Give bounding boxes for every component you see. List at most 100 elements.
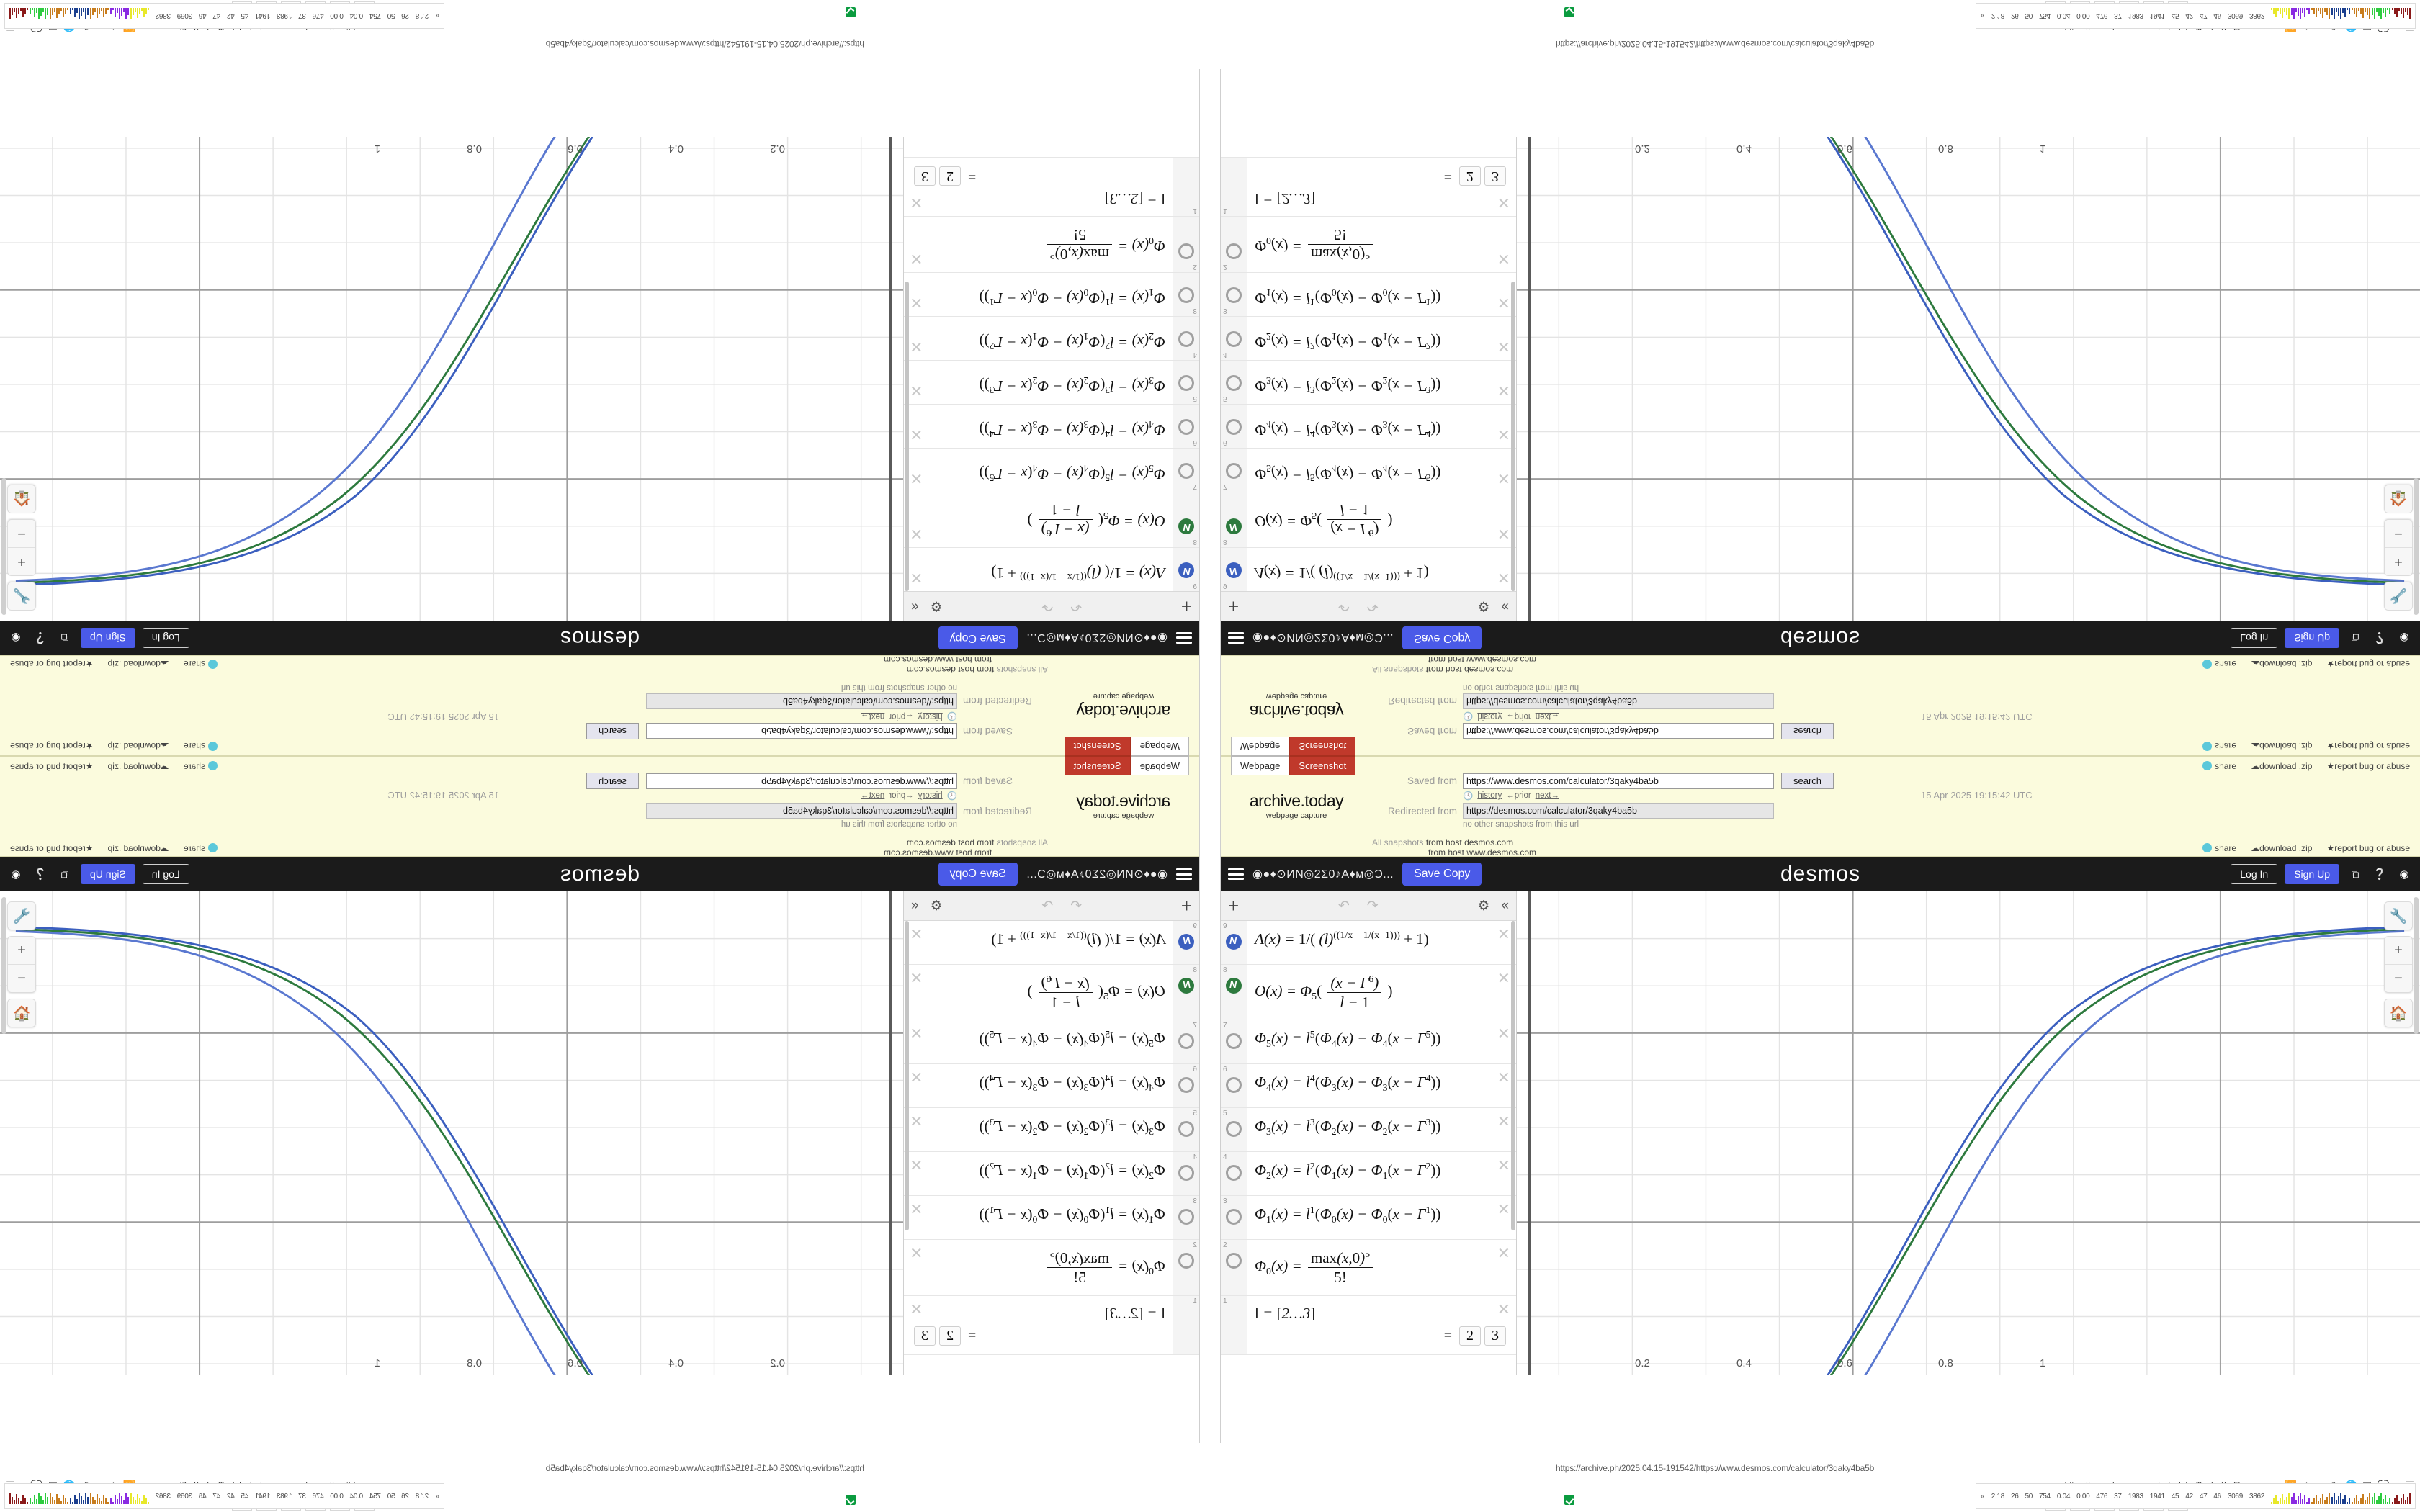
archive-search-button[interactable]: search: [586, 723, 639, 739]
hamburger-icon[interactable]: [1228, 868, 1244, 880]
archive-report-bottom[interactable]: ★report bug or abuse: [10, 659, 94, 669]
expression-content[interactable]: Φ2(x) = l2(Φ1(x) − Φ1(x − Γ2)) ✕: [1247, 1152, 1516, 1195]
desmos-graph-title[interactable]: ◉●♦⊙ИN◎2Σ0♪А♦м◎Ɔ...: [1026, 868, 1168, 881]
expression-row[interactable]: 7 Φ5(x) = l5(Φ4(x) − Φ4(x − Γ5)) ✕: [1221, 447, 1516, 492]
close-icon[interactable]: ✕: [1497, 1300, 1510, 1318]
expression-row[interactable]: 7 Φ5(x) = l5(Φ4(x) − Φ4(x − Γ5)) ✕: [1221, 1020, 1516, 1065]
expression-list[interactable]: 9A(x) = 1/( (l)((1/x + 1/(x−1))) + 1)✕8O…: [1221, 137, 1516, 591]
archive-download-top[interactable]: ☁download .zip: [107, 761, 169, 771]
home-icon[interactable]: 🏠: [2385, 999, 2412, 1027]
archive-host-2[interactable]: from host www.desmos.com: [883, 847, 992, 858]
expression-list[interactable]: 9A(x) = 1/( (l)((1/x + 1/(x−1))) + 1)✕8O…: [904, 137, 1199, 591]
expression-content[interactable]: Φ0(x) = max(x,0)5 5! ✕: [904, 217, 1173, 271]
log-in-button[interactable]: Log In: [2231, 864, 2278, 884]
archive-report-bottom[interactable]: ★report bug or abuse: [2326, 659, 2410, 669]
share-icon[interactable]: ⧉: [2351, 631, 2360, 644]
redo-icon[interactable]: ↷: [1041, 898, 1054, 914]
zoom-out-button[interactable]: −: [2385, 964, 2412, 992]
hamburger-icon[interactable]: [1176, 868, 1192, 880]
expression-color-toggle[interactable]: [1226, 562, 1242, 578]
close-icon[interactable]: ✕: [1497, 525, 1510, 543]
close-icon[interactable]: ✕: [1497, 1200, 1510, 1219]
close-icon[interactable]: ✕: [1497, 425, 1510, 444]
expression-color-toggle[interactable]: [1226, 418, 1242, 435]
archive-tab-screenshot[interactable]: Screenshot: [1289, 737, 1356, 756]
expression-color-toggle[interactable]: [1226, 1033, 1242, 1050]
redo-icon[interactable]: ↷: [1366, 598, 1379, 614]
close-icon[interactable]: ✕: [1497, 381, 1510, 400]
system-monitor-applet[interactable]: « 2.18 26 50 754 0.04 0.00 476 37 1983 1…: [1976, 1483, 2416, 1509]
wrench-icon[interactable]: 🔧: [8, 902, 35, 930]
archive-share-top[interactable]: share: [184, 741, 218, 751]
expression-content[interactable]: O(x) = Φ5( (x − Γ6) l − 1 ) ✕: [904, 492, 1173, 547]
archive-next-link[interactable]: next→: [861, 712, 885, 721]
help-icon[interactable]: ❔: [33, 631, 48, 644]
help-icon[interactable]: ❔: [2372, 868, 2387, 881]
zoom-out-button[interactable]: −: [8, 964, 35, 992]
wrench-icon[interactable]: 🔧: [8, 582, 35, 610]
expression-color-toggle[interactable]: [1226, 462, 1242, 479]
archive-share-bottom[interactable]: share: [2202, 659, 2236, 669]
archive-tab-screenshot[interactable]: Screenshot: [1064, 737, 1131, 756]
expression-content[interactable]: Φ3(x) = l3(Φ2(x) − Φ2(x − Γ3)) ✕: [1247, 361, 1516, 404]
expression-row[interactable]: 2 Φ0(x) = max(x,0)5 5! ✕: [1221, 1240, 1516, 1296]
expression-scrollbar[interactable]: [905, 282, 909, 591]
desmos-graph-title[interactable]: ◉●♦⊙ИN◎2Σ0♪А♦м◎Ɔ...: [1252, 631, 1394, 644]
close-icon[interactable]: ✕: [1497, 249, 1510, 268]
expression-content[interactable]: Φ2(x) = l2(Φ1(x) − Φ1(x − Γ2)) ✕: [904, 317, 1173, 360]
expression-content[interactable]: Φ3(x) = l3(Φ2(x) − Φ2(x − Γ3)) ✕: [904, 1108, 1173, 1151]
archive-host-1[interactable]: from host desmos.com: [1425, 837, 1514, 847]
gear-icon[interactable]: ⚙: [1477, 898, 1490, 914]
expression-row[interactable]: 1 l = [2…3]= 23 ✕: [904, 1295, 1199, 1355]
expression-row[interactable]: 6 Φ4(x) = l4(Φ3(x) − Φ3(x − Γ4)) ✕: [904, 403, 1199, 448]
sign-up-button[interactable]: Sign Up: [2285, 628, 2339, 648]
wrench-icon[interactable]: 🔧: [2385, 902, 2412, 930]
close-icon[interactable]: ✕: [910, 194, 923, 212]
expression-content[interactable]: Φ0(x) = max(x,0)5 5! ✕: [904, 1240, 1173, 1295]
expression-row[interactable]: 7 Φ5(x) = l5(Φ4(x) − Φ4(x − Γ5)) ✕: [904, 1020, 1199, 1065]
archive-prior-link[interactable]: ←prior: [889, 791, 914, 800]
archive-download-top[interactable]: ☁download .zip: [107, 741, 169, 751]
hamburger-icon[interactable]: [1176, 632, 1192, 644]
expression-color-toggle[interactable]: [1226, 1165, 1242, 1182]
system-monitor-applet[interactable]: « 2.18 26 50 754 0.04 0.00 476 37 1983 1…: [1976, 3, 2416, 29]
close-icon[interactable]: ✕: [910, 1244, 923, 1263]
add-expression-button[interactable]: +: [1228, 595, 1240, 618]
expression-row[interactable]: 3 Φ1(x) = l1(Φ0(x) − Φ0(x − Γ1)) ✕: [1221, 1196, 1516, 1241]
expression-row[interactable]: 5 Φ3(x) = l3(Φ2(x) − Φ2(x − Γ3)) ✕: [904, 359, 1199, 404]
expression-color-toggle[interactable]: [1226, 330, 1242, 347]
home-icon[interactable]: 🏠: [2385, 485, 2412, 513]
close-icon[interactable]: ✕: [1497, 293, 1510, 312]
expression-row[interactable]: 4 Φ2(x) = l2(Φ1(x) − Φ1(x − Γ2)) ✕: [904, 1152, 1199, 1197]
archive-share-bottom[interactable]: share: [184, 659, 218, 669]
expression-color-toggle[interactable]: [1178, 462, 1194, 479]
gear-icon[interactable]: ⚙: [1477, 598, 1490, 614]
expression-color-toggle[interactable]: [1178, 374, 1194, 391]
expression-color-toggle[interactable]: [1226, 243, 1242, 259]
archive-share-bottom[interactable]: share: [184, 843, 218, 853]
expression-row[interactable]: 8O(x) = Φ5( (x − Γ6)l − 1 ) ✕: [904, 965, 1199, 1021]
expression-color-toggle[interactable]: [1178, 1033, 1194, 1050]
expression-content[interactable]: Φ1(x) = l1(Φ0(x) − Φ0(x − Γ1)) ✕: [1247, 273, 1516, 316]
expression-row[interactable]: 8O(x) = Φ5( (x − Γ6)l − 1 ) ✕: [1221, 965, 1516, 1021]
expression-content[interactable]: Φ5(x) = l5(Φ4(x) − Φ4(x − Γ5)) ✕: [1247, 449, 1516, 492]
close-icon[interactable]: ✕: [1497, 469, 1510, 487]
wrench-icon[interactable]: 🔧: [2385, 582, 2412, 610]
archive-history-link[interactable]: history: [918, 791, 943, 800]
expression-content[interactable]: Φ4(x) = l4(Φ3(x) − Φ3(x − Γ4)) ✕: [904, 1064, 1173, 1107]
archive-search-button[interactable]: search: [1781, 773, 1834, 789]
expression-color-toggle[interactable]: [1226, 518, 1242, 534]
close-icon[interactable]: ✕: [910, 925, 923, 943]
expression-row[interactable]: 7 Φ5(x) = l5(Φ4(x) − Φ4(x − Γ5)) ✕: [904, 447, 1199, 492]
expression-content[interactable]: Φ1(x) = l1(Φ0(x) − Φ0(x − Γ1)) ✕: [904, 1196, 1173, 1239]
graph-pane[interactable]: 0.2 0.4 0.6 0.8 1 🔧 +: [0, 891, 903, 1375]
expression-row[interactable]: 8O(x) = Φ5( (x − Γ6)l − 1 ) ✕: [904, 491, 1199, 547]
expression-color-toggle[interactable]: [1226, 374, 1242, 391]
close-icon[interactable]: ✕: [910, 969, 923, 987]
close-icon[interactable]: ✕: [1497, 569, 1510, 587]
archive-host-2[interactable]: from host www.desmos.com: [1428, 847, 1537, 858]
expression-row[interactable]: 9 A(x) = 1/( (l)((1/x + 1/(x−1))) + 1) ✕: [904, 547, 1199, 591]
expression-row[interactable]: 2 Φ0(x) = max(x,0)5 5! ✕: [904, 216, 1199, 272]
expression-color-toggle[interactable]: [1178, 562, 1194, 578]
shield-extension-icon[interactable]: [846, 7, 856, 17]
